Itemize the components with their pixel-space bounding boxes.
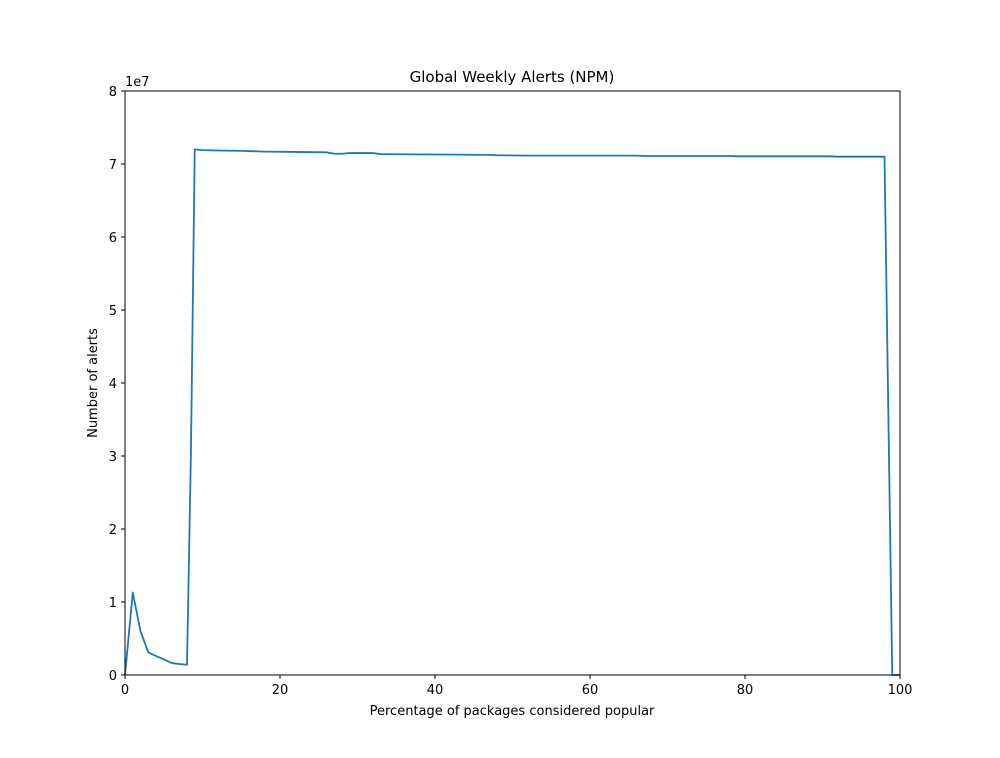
y-tick-label: 4	[109, 377, 117, 392]
x-tick-label: 80	[737, 683, 754, 698]
y-tick-label: 1	[109, 596, 117, 611]
axes-layer: 0 20 40 60 80 100 0 1 2 3 4 5 6 7 8	[109, 85, 913, 698]
y-tick-label: 3	[109, 450, 117, 465]
y-tick-label: 5	[109, 304, 117, 319]
y-axis-offset-label: 1e7	[125, 75, 150, 90]
x-tick-label: 20	[272, 683, 289, 698]
chart-title: Global Weekly Alerts (NPM)	[410, 68, 615, 86]
y-tick-label: 7	[109, 158, 117, 173]
x-tick-label: 60	[582, 683, 599, 698]
y-tick-label: 0	[109, 669, 117, 684]
x-tick-label: 40	[427, 683, 444, 698]
x-tick-label: 100	[888, 683, 913, 698]
x-axis-label: Percentage of packages considered popula…	[370, 704, 655, 719]
y-tick-label: 8	[109, 85, 117, 100]
y-tick-label: 2	[109, 523, 117, 538]
series-layer	[124, 148, 900, 676]
series-line-0	[124, 148, 900, 676]
x-tick-label: 0	[121, 683, 129, 698]
y-axis-label: Number of alerts	[86, 328, 101, 438]
y-tick-label: 6	[109, 231, 117, 246]
